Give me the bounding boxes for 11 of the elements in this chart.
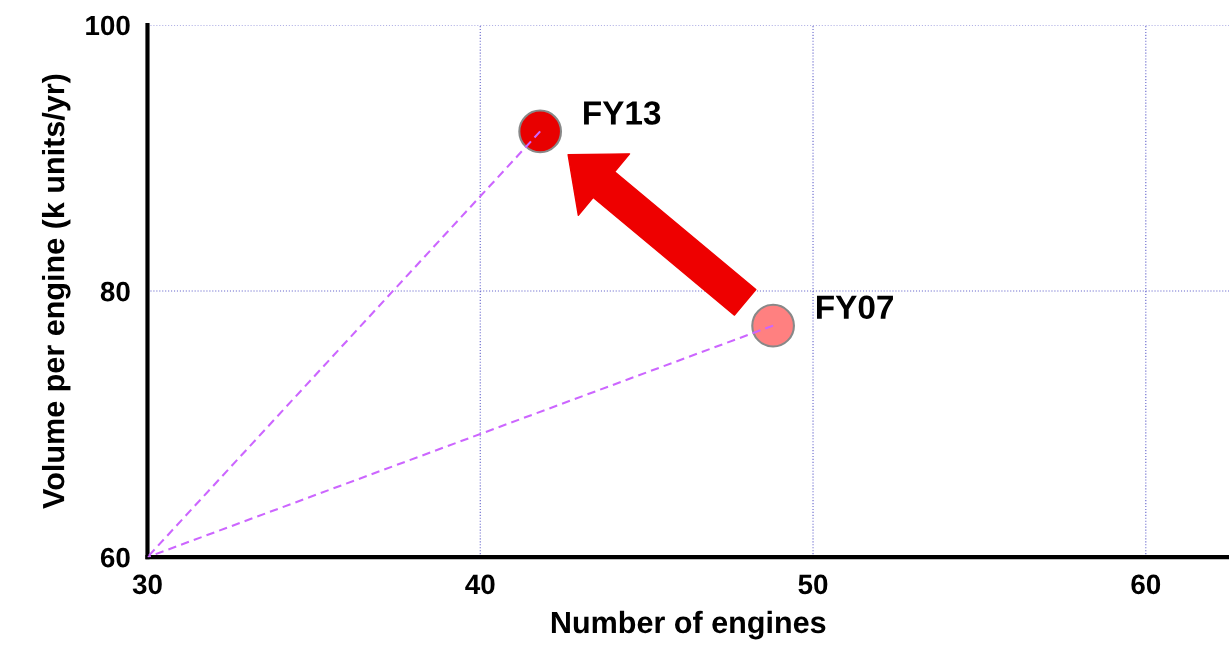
- y-tick-label: 100: [86, 15, 130, 36]
- x-tick-label: 50: [798, 574, 828, 595]
- x-axis-title: Number of engines: [551, 610, 826, 640]
- y-axis-title: Volume per engine (k units/yr): [41, 74, 71, 509]
- x-tick-label: 40: [465, 574, 495, 595]
- y-tick-label: 80: [100, 281, 130, 302]
- series-label: FY13: [584, 101, 661, 125]
- y-tick-label: 60: [100, 547, 130, 568]
- series-label: FY07: [816, 295, 893, 320]
- x-tick-label: 30: [132, 574, 162, 595]
- x-tick-label: 60: [1131, 574, 1161, 595]
